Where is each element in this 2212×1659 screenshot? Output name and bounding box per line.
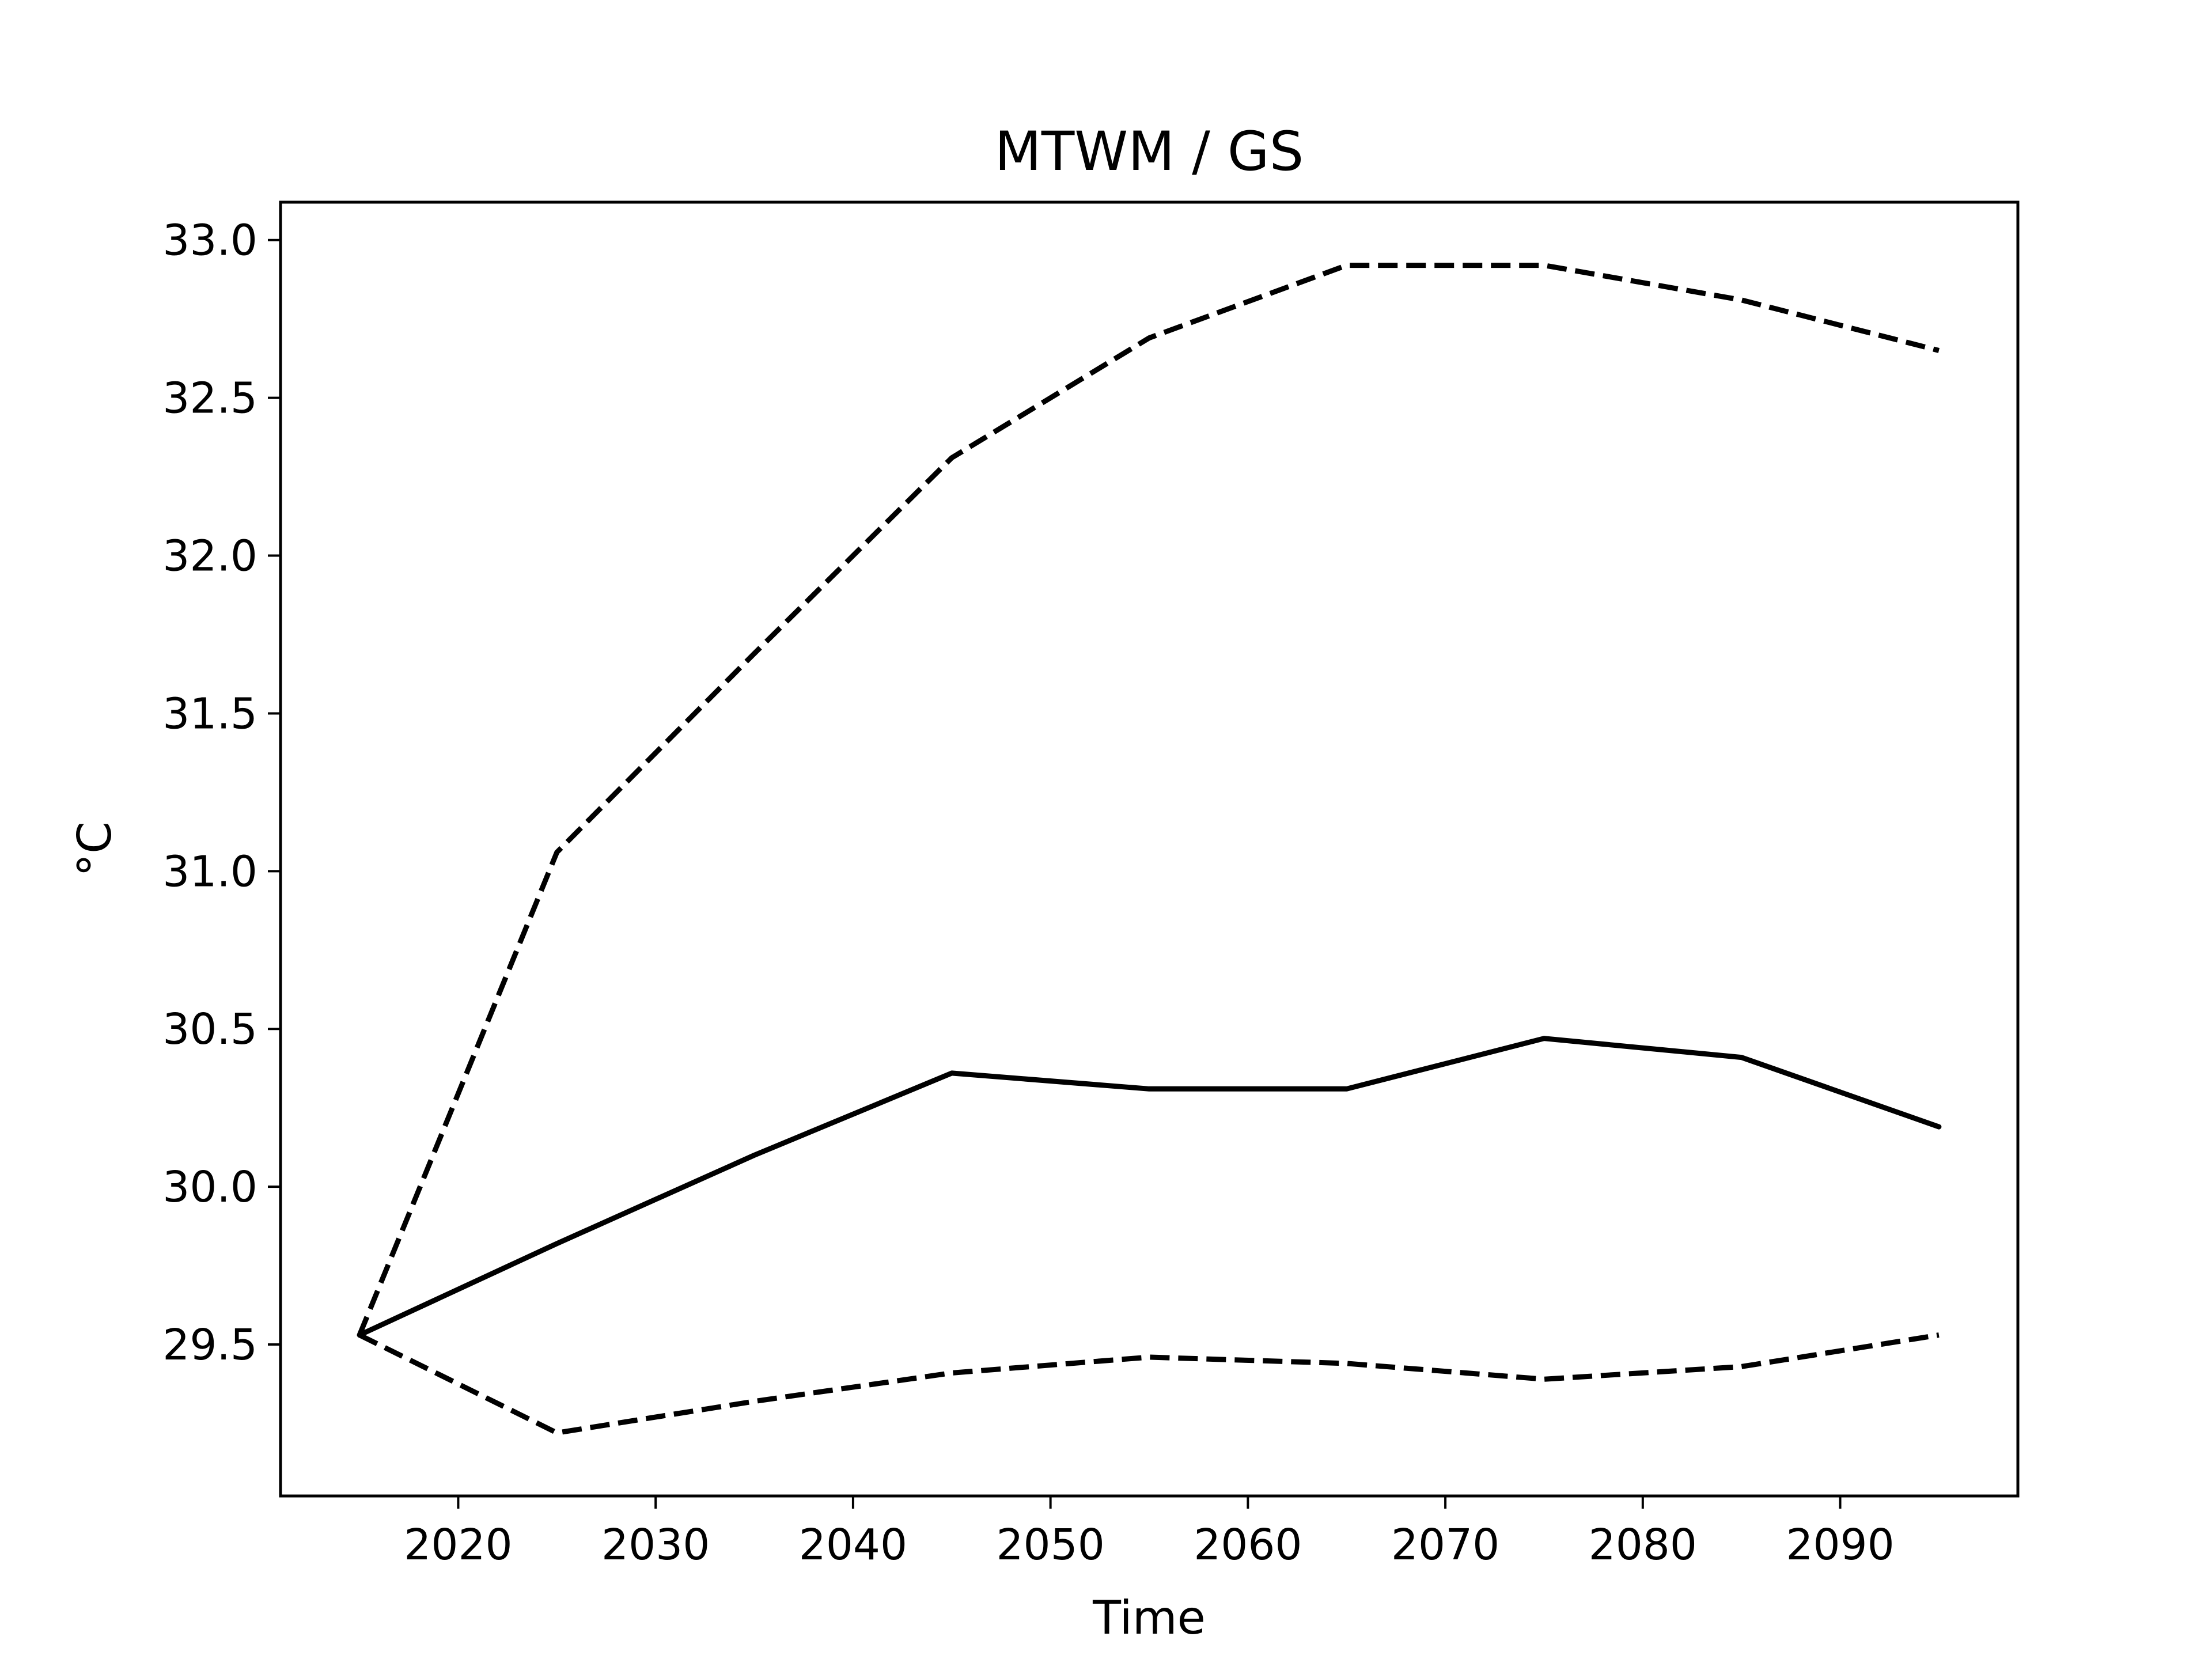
y-tick-label: 31.0 — [162, 847, 257, 896]
x-tick-label: 2030 — [601, 1520, 710, 1570]
y-tick-label: 29.5 — [162, 1320, 257, 1370]
y-axis: 29.5 30.0 30.5 31.0 31.5 32.0 32.5 33.0 — [162, 216, 281, 1370]
x-tick-label: 2080 — [1589, 1520, 1697, 1570]
series-line-3 — [358, 1332, 1940, 1435]
x-tick-label: 2060 — [1194, 1520, 1302, 1570]
series-line-2 — [357, 1036, 1942, 1338]
y-tick-label: 30.0 — [162, 1162, 257, 1212]
y-tick-label: 30.5 — [162, 1005, 257, 1054]
chart-title: MTWM / GS — [995, 120, 1304, 183]
x-tick-label: 2070 — [1391, 1520, 1499, 1570]
x-tick-label: 2040 — [799, 1520, 907, 1570]
y-axis-label: °C — [68, 821, 122, 877]
plot-area-frame — [279, 200, 2020, 1498]
series-line-1 — [357, 263, 1940, 1336]
x-axis: 2020 2030 2040 2050 2060 2070 2080 2090 — [404, 1496, 1895, 1570]
y-tick-label: 32.5 — [162, 374, 257, 423]
y-tick-label: 33.0 — [162, 216, 257, 266]
x-axis-label: Time — [1092, 1591, 1206, 1645]
series-group — [357, 263, 1942, 1435]
x-tick-label: 2050 — [996, 1520, 1104, 1570]
x-tick-label: 2020 — [404, 1520, 512, 1570]
y-tick-label: 31.5 — [162, 689, 257, 738]
x-tick-label: 2090 — [1786, 1520, 1894, 1570]
y-tick-label: 32.0 — [162, 532, 257, 581]
